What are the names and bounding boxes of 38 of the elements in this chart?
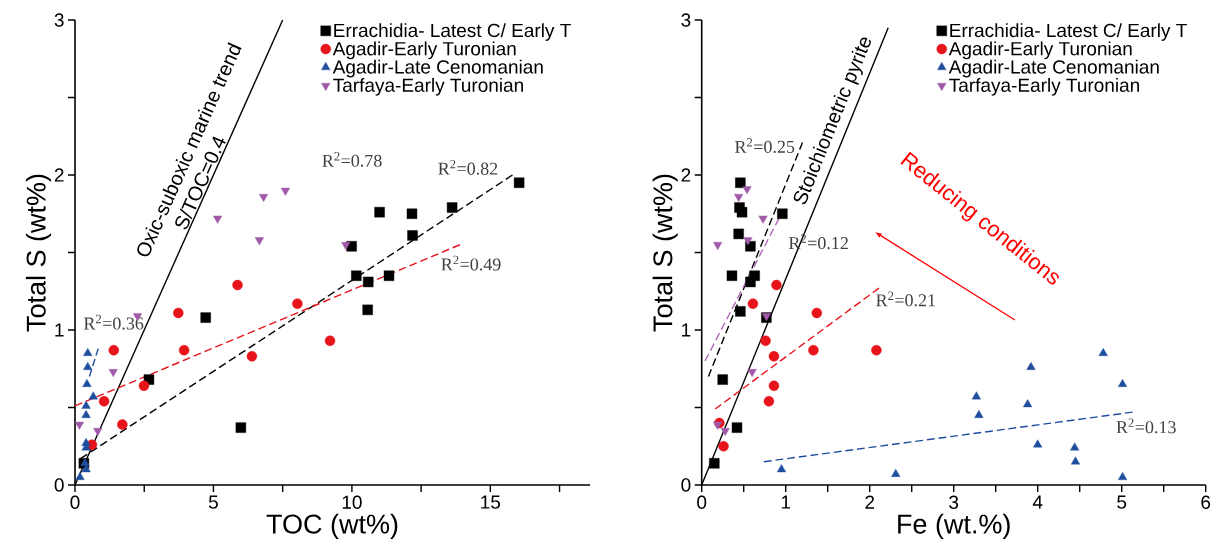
- legend-label: Agadir-Early Turonian: [948, 41, 1132, 60]
- annotation: R$^{2}$=0.49: [441, 255, 501, 271]
- x-tick-label: 1: [781, 495, 791, 509]
- y-axis-title: Total S (wt%): [25, 174, 52, 332]
- x-tick-label: 6: [1201, 495, 1211, 509]
- annotation: R$^{2}$=0.82: [438, 159, 498, 175]
- annotation: R$^{2}$=0.25: [734, 138, 795, 153]
- y-tick-label: 2: [681, 168, 691, 182]
- x-axis-title: TOC (wt%): [266, 513, 398, 539]
- x-tick-label: 2: [865, 495, 875, 509]
- annotation: R$^{2}$=0.36: [83, 314, 144, 330]
- legend-label: Errachidia- Latest C/ Early T: [334, 23, 571, 41]
- x-tick-label: 0: [70, 495, 80, 509]
- annotation: R$^{2}$=0.78: [322, 152, 382, 167]
- y-tick-label: 0: [54, 478, 64, 492]
- y-tick-label: 0: [681, 478, 691, 492]
- legend-label: Tarfaya-Early Turonian: [333, 77, 523, 96]
- y-axis-title: Total S (wt%): [652, 174, 678, 332]
- annotation: R$^{2}$=0.21: [876, 291, 935, 307]
- x-tick-label: 0: [697, 495, 707, 509]
- legend-label: Tarfaya-Early Turonian: [949, 77, 1139, 96]
- x-tick-label: 15: [481, 495, 501, 509]
- y-tick-label: 1: [682, 323, 691, 337]
- x-tick-label: 10: [342, 495, 362, 509]
- legend-label: Agadir-Late Cenomanian: [332, 59, 543, 78]
- x-tick-label: 5: [1117, 495, 1127, 509]
- y-tick-label: 3: [681, 13, 691, 27]
- x-tick-label: 3: [949, 495, 959, 509]
- y-tick-label: 1: [55, 323, 64, 337]
- legend-label: Errachidia- Latest C/ Early T: [950, 23, 1187, 41]
- x-tick-label: 5: [208, 495, 218, 509]
- x-tick-label: 4: [1032, 495, 1043, 509]
- legend-label: Agadir-Early Turonian: [332, 41, 516, 60]
- y-tick-label: 2: [54, 168, 64, 182]
- y-tick-label: 3: [54, 13, 64, 27]
- legend-label: Agadir-Late Cenomanian: [948, 59, 1159, 78]
- x-axis-title: Fe (wt.%): [898, 513, 1010, 539]
- annotation: R$^{2}$=0.13: [1116, 418, 1176, 434]
